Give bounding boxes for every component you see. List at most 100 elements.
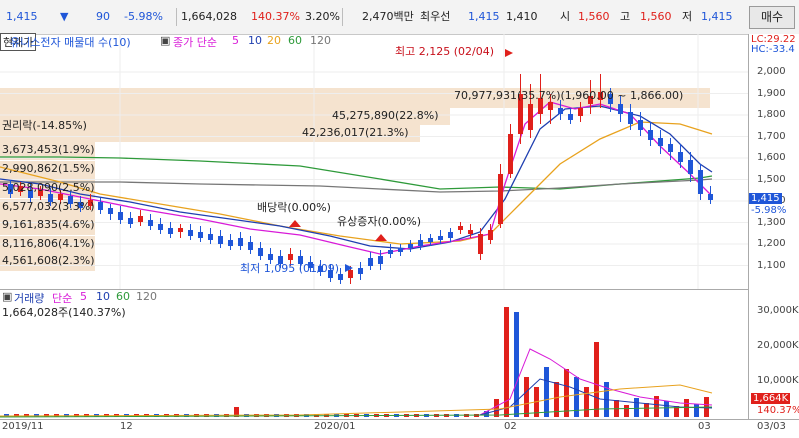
- candle-body: [588, 96, 593, 104]
- price-tick-label: 1,200: [757, 238, 786, 249]
- candle-body: [168, 228, 173, 234]
- candle-body: [388, 250, 393, 254]
- volume-tick-10000k: 10,000K: [757, 375, 799, 386]
- candle-body: [238, 238, 243, 246]
- candle-body: [328, 270, 333, 278]
- current-price: 1,415: [6, 10, 38, 23]
- candle-body: [78, 202, 83, 208]
- candle-body: [268, 254, 273, 260]
- rights-drop-label: 권리락(-14.85%): [2, 119, 87, 132]
- candle-body: [148, 220, 153, 226]
- candle-body: [108, 208, 113, 214]
- candle-body: [28, 190, 33, 198]
- candle-body: [308, 262, 313, 268]
- candle-body: [8, 184, 13, 194]
- candle-body: [668, 144, 673, 152]
- candle-body: [528, 104, 533, 130]
- candle-body: [288, 254, 293, 260]
- date-2019-11: 2019/11: [2, 421, 44, 432]
- volume-ma-label: 단순: [52, 292, 73, 305]
- volume-ma-60: 60: [116, 290, 130, 303]
- open-label: 시: [560, 10, 571, 23]
- dividend-arrow-icon: [289, 220, 301, 227]
- volume-bar: [634, 398, 639, 417]
- buy-button[interactable]: 매수: [749, 6, 795, 29]
- candle-body: [478, 234, 483, 254]
- price-tick-label: 1,900: [757, 87, 786, 99]
- volume-profile-label-7: 6,577,032(3.3%): [2, 200, 95, 213]
- volume-bar: [624, 405, 629, 417]
- candle-body: [208, 234, 213, 240]
- candle-body: [518, 94, 523, 134]
- candle-body: [38, 190, 43, 196]
- volume-chart-panel[interactable]: ▣ 거래량 단순 5 10 60 120 1,664,028주(140.37%): [0, 289, 748, 419]
- candle-body: [218, 236, 223, 244]
- volume-bar: [654, 396, 659, 417]
- high-price: 1,560: [640, 10, 672, 23]
- date-12: 12: [120, 421, 133, 432]
- ma-10: 10: [248, 34, 262, 47]
- candle-body: [458, 226, 463, 230]
- candle-body: [378, 256, 383, 264]
- volume-bar: [644, 403, 649, 417]
- candle-body: [558, 108, 563, 114]
- date-02: 02: [504, 421, 517, 432]
- price-chart-panel[interactable]: 현재가 유니스전자 매물대 수(10) ▣ 종가 단순 5 10 20 60 1…: [0, 33, 748, 289]
- price-tick-label: 1,800: [757, 109, 786, 120]
- candle-body: [198, 232, 203, 238]
- candle-body: [48, 194, 53, 202]
- volume-ma-10-line: [479, 378, 713, 416]
- candle-body: [688, 160, 693, 174]
- volume-profile-label-2: 45,275,890(22.8%): [332, 109, 439, 122]
- price-change-pct: -5.98%: [124, 10, 163, 23]
- volume-bar: [684, 399, 689, 417]
- candle-body: [598, 92, 603, 100]
- volume-pct-badge: 140.37%: [757, 405, 799, 416]
- candle-body: [298, 256, 303, 264]
- current-price-tooltip: 현재가: [0, 33, 37, 51]
- price-tick-label: 1,500: [757, 173, 786, 185]
- volume-profile-band: [0, 142, 95, 160]
- price-tick-label: 2,000: [757, 66, 786, 77]
- high-arrow-icon: [505, 49, 513, 57]
- high-marker-label: 최고 2,125 (02/04): [395, 45, 495, 58]
- candle-body: [548, 102, 553, 110]
- candle-body: [628, 112, 633, 124]
- candle-body: [678, 152, 683, 162]
- candle-body: [448, 232, 453, 238]
- candle-body: [338, 274, 343, 280]
- price-tick-label: 1,300: [757, 216, 786, 228]
- candle-body: [178, 228, 183, 232]
- candle-body: [488, 230, 493, 240]
- best-quote-label: 최우선: [420, 10, 451, 23]
- open-price: 1,560: [578, 10, 610, 23]
- candle-body: [508, 134, 513, 174]
- rights-offering-label: 유상증자(0.00%): [337, 215, 422, 228]
- low-marker-label: 최저 1,095 (01/09): [240, 262, 340, 275]
- low-label: 저: [682, 10, 693, 23]
- candle-body: [398, 248, 403, 252]
- quote-bar: 1,415 ▼ 90 -5.98% 1,664,028 140.37% 3.20…: [0, 0, 799, 35]
- volume-ma-20-line: [0, 384, 713, 417]
- trade-amount: 2,470백만: [362, 10, 414, 23]
- low-price: 1,415: [701, 10, 733, 23]
- volume-profile-label-10: 4,561,608(2.3%): [2, 254, 95, 267]
- volume-ma-120: 120: [136, 290, 157, 303]
- volume-icon: ▣: [2, 290, 13, 303]
- price-axis: LC:29.22 HC:-33.4 2,000 1,900 1,800 1,700 1,…: [748, 34, 799, 289]
- date-2020-01: 2020/01: [314, 421, 356, 432]
- ma-20: 20: [267, 34, 281, 47]
- candle-body: [158, 224, 163, 230]
- date-03-03: 03/03: [757, 421, 786, 432]
- price-tick-label: 1,100: [757, 259, 786, 271]
- volume-ratio: 140.37%: [251, 10, 300, 23]
- volume-axis: 30,000K 20,000K 10,000K 1,664K 140.37%: [748, 289, 799, 419]
- volume-tick-20000k: 20,000K: [757, 340, 799, 351]
- candle-body: [608, 94, 613, 104]
- candle-body: [468, 230, 473, 234]
- volume-bar: [544, 367, 549, 417]
- volume-current: 1,664,028주(140.37%): [2, 306, 126, 319]
- ma-label: 종가 단순: [173, 36, 217, 49]
- candle-body: [348, 270, 353, 278]
- candle-body: [248, 242, 253, 250]
